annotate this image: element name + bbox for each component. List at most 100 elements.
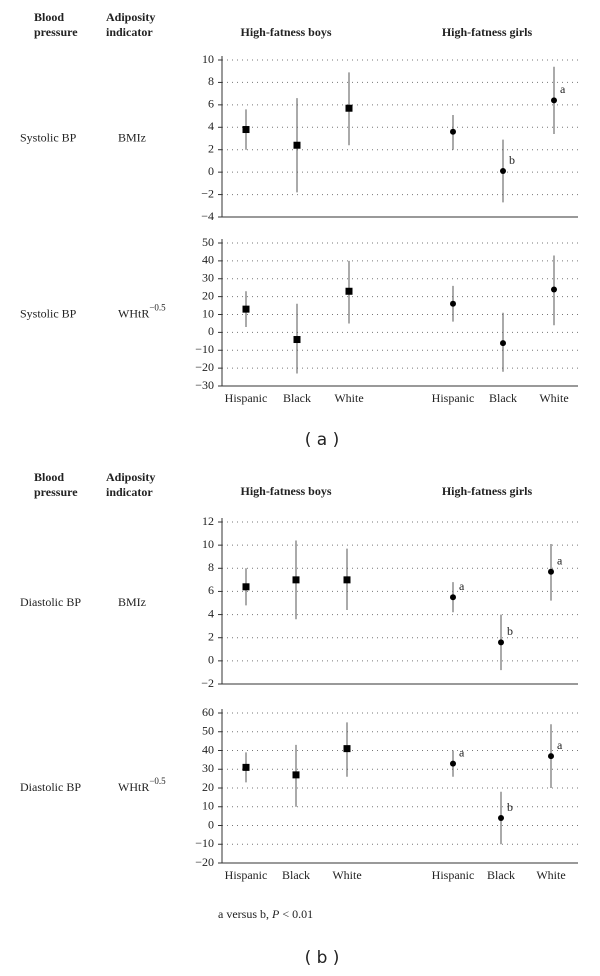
point <box>292 576 300 584</box>
point-label: a <box>560 82 566 96</box>
point <box>242 126 250 134</box>
point <box>242 763 250 771</box>
row-label: Diastolic BP <box>20 780 81 794</box>
x-tick-label: Hispanic <box>225 391 268 405</box>
point <box>548 568 554 575</box>
column-header: Blood <box>34 470 64 484</box>
y-tick-label: 2 <box>208 141 214 155</box>
y-tick-label: −2 <box>201 186 214 200</box>
point <box>500 168 506 175</box>
footnote-part: a versus b, <box>218 907 272 921</box>
x-tick-label: Black <box>489 391 517 405</box>
point-label: b <box>509 153 515 167</box>
column-header: pressure <box>34 485 78 499</box>
y-tick-label: −30 <box>195 378 214 392</box>
y-tick-label: 10 <box>202 306 214 320</box>
y-tick-label: 6 <box>208 97 214 111</box>
column-header: Adiposity <box>106 470 155 484</box>
y-tick-label: −20 <box>195 855 214 869</box>
x-tick-label: Hispanic <box>432 391 475 405</box>
y-tick-label: 50 <box>202 235 214 249</box>
y-tick-label: −10 <box>195 836 214 850</box>
y-tick-label: 20 <box>202 780 214 794</box>
row-indicator: BMIz <box>118 595 146 609</box>
column-header: indicator <box>106 485 153 499</box>
group-title: High-fatness girls <box>442 25 533 39</box>
y-tick-label: 0 <box>208 653 214 667</box>
point-label: a <box>459 745 465 759</box>
point-label: b <box>507 800 513 814</box>
point <box>450 594 456 601</box>
footnote: a versus b, P < 0.01 <box>218 907 313 921</box>
y-tick-label: 6 <box>208 583 214 597</box>
row-label: Systolic BP <box>20 306 77 320</box>
group-title: High-fatness boys <box>240 25 331 39</box>
y-tick-label: 60 <box>202 705 214 719</box>
point-label: b <box>507 624 513 638</box>
point <box>450 128 456 135</box>
column-header: pressure <box>34 25 78 39</box>
point-label: a <box>557 738 563 752</box>
y-tick-label: 40 <box>202 253 214 267</box>
y-tick-label: 10 <box>202 52 214 66</box>
indicator-text: BMIz <box>118 130 146 144</box>
point <box>450 300 456 307</box>
column-header: indicator <box>106 25 153 39</box>
footnote-part: < 0.01 <box>279 907 313 921</box>
y-tick-label: −2 <box>201 676 214 690</box>
y-tick-label: 2 <box>208 629 214 643</box>
y-tick-label: 0 <box>208 324 214 338</box>
y-tick-label: 50 <box>202 724 214 738</box>
x-tick-label: Hispanic <box>432 868 475 882</box>
indicator-text: WHtR <box>118 306 149 320</box>
point <box>548 753 554 760</box>
point <box>242 305 250 313</box>
point <box>551 286 557 293</box>
y-tick-label: 0 <box>208 164 214 178</box>
x-tick-label: Black <box>282 868 310 882</box>
point <box>551 97 557 104</box>
point <box>293 141 301 149</box>
y-tick-label: 30 <box>202 271 214 285</box>
y-tick-label: 12 <box>202 514 214 528</box>
point <box>345 104 353 112</box>
panel-label: ( a ) <box>305 430 340 450</box>
point <box>498 639 504 646</box>
x-tick-label: Black <box>283 391 311 405</box>
point <box>450 760 456 767</box>
point <box>343 745 351 753</box>
point <box>345 287 353 295</box>
x-tick-label: White <box>536 868 565 882</box>
y-tick-label: 4 <box>208 119 214 133</box>
y-tick-label: −10 <box>195 342 214 356</box>
point-label: a <box>459 579 465 593</box>
y-tick-label: 10 <box>202 537 214 551</box>
x-tick-label: Hispanic <box>225 868 268 882</box>
point <box>242 583 250 591</box>
y-tick-label: 0 <box>208 817 214 831</box>
point <box>343 576 351 584</box>
y-tick-label: 40 <box>202 742 214 756</box>
panel-label: ( b ) <box>305 948 340 968</box>
x-tick-label: Black <box>487 868 515 882</box>
row-indicator: BMIz <box>118 130 146 144</box>
column-header: Adiposity <box>106 10 155 24</box>
point <box>498 815 504 821</box>
footnote-part: P <box>271 907 280 921</box>
y-tick-label: 10 <box>202 799 214 813</box>
y-tick-label: −20 <box>195 360 214 374</box>
group-title: High-fatness boys <box>240 484 331 498</box>
y-tick-label: −4 <box>201 209 214 223</box>
y-tick-label: 8 <box>208 560 214 574</box>
row-label: Systolic BP <box>20 130 77 144</box>
indicator-sup: −0.5 <box>149 776 166 786</box>
row-indicator: WHtR−0.5 <box>118 303 166 321</box>
y-tick-label: 30 <box>202 761 214 775</box>
indicator-text: BMIz <box>118 595 146 609</box>
row-indicator: WHtR−0.5 <box>118 776 166 794</box>
row-label: Diastolic BP <box>20 595 81 609</box>
x-tick-label: White <box>332 868 361 882</box>
y-tick-label: 8 <box>208 74 214 88</box>
